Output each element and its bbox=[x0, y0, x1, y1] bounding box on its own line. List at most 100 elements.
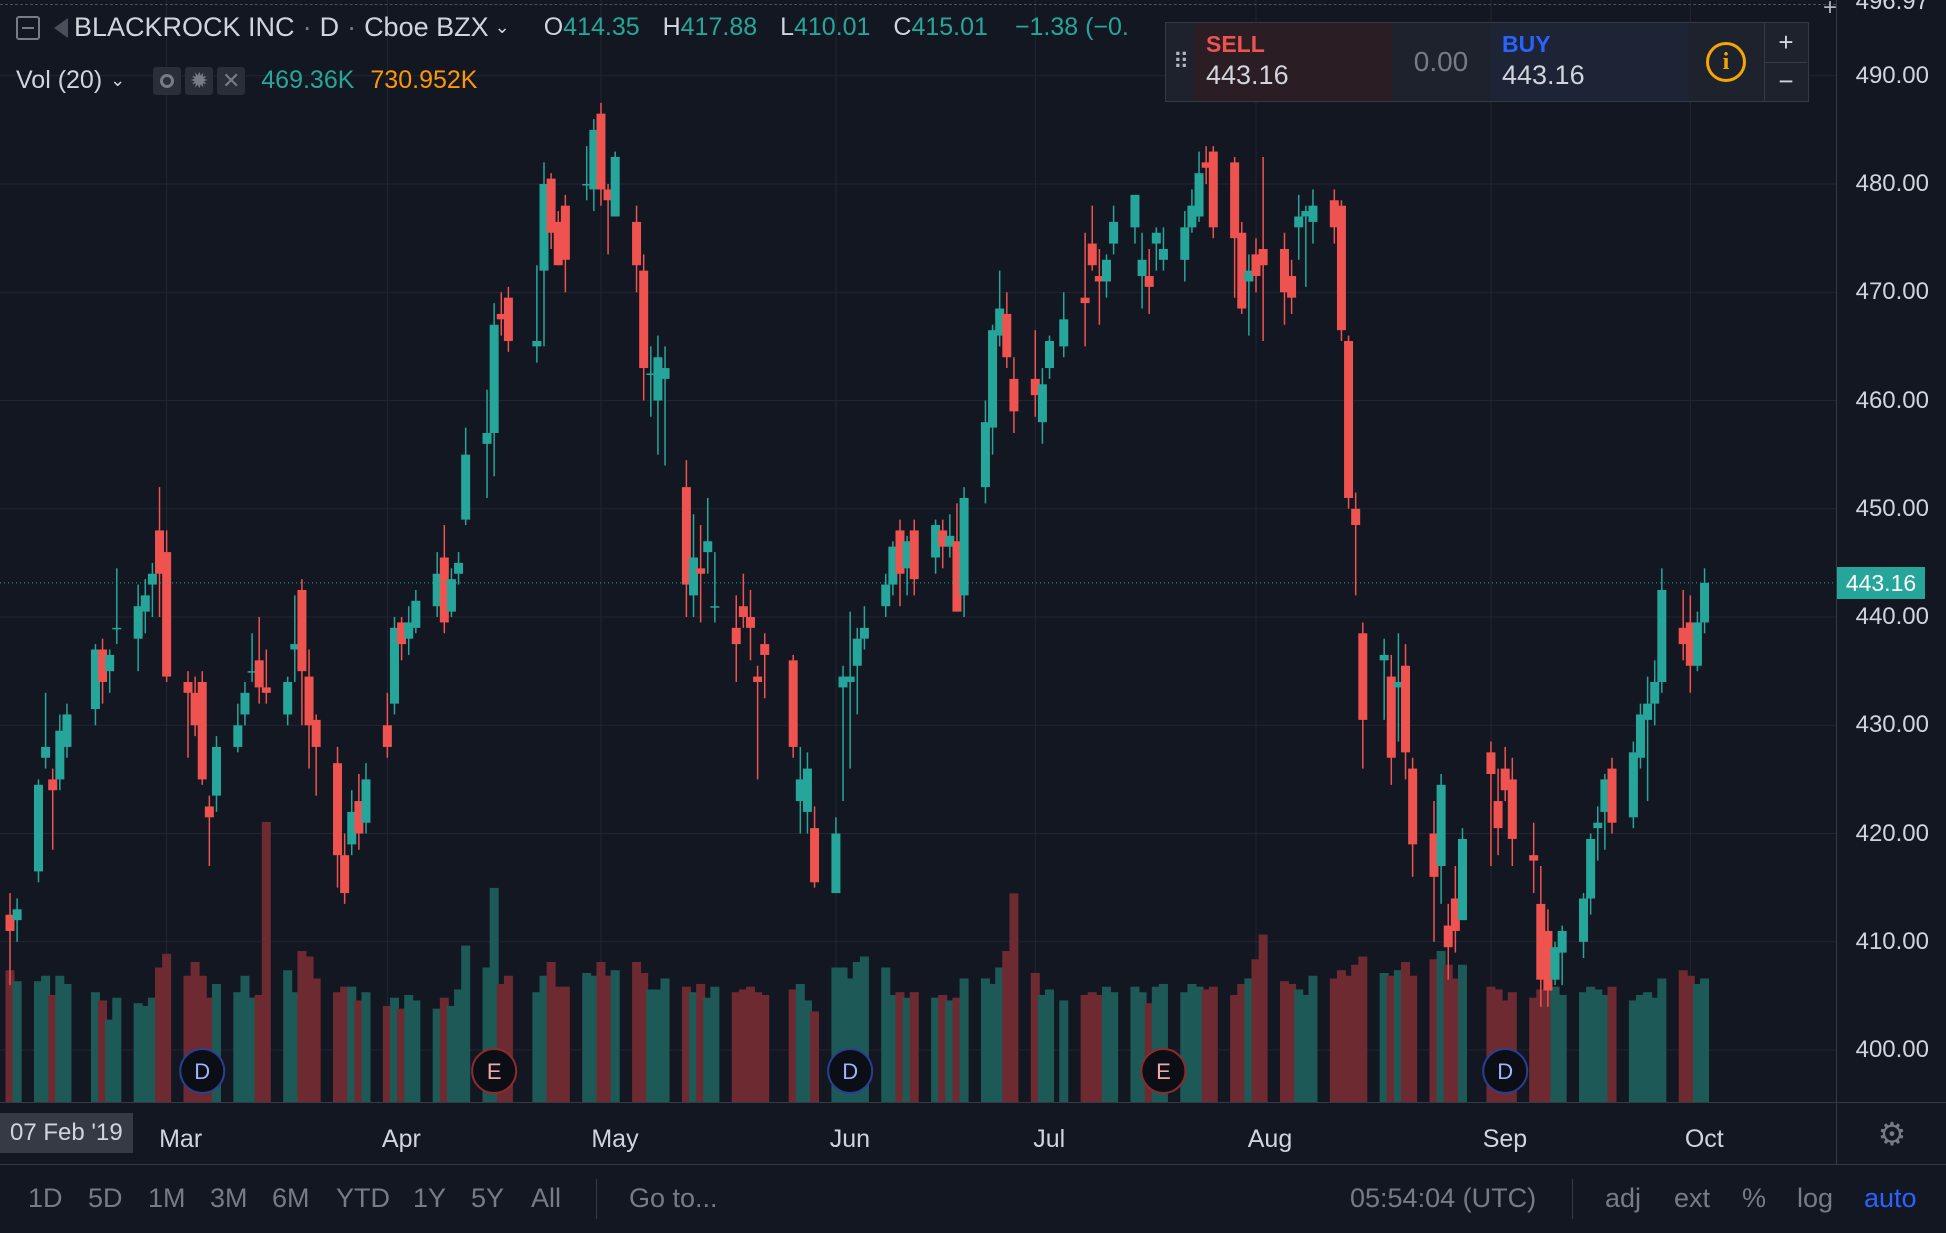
chevron-down-icon[interactable]: ⌄ bbox=[110, 70, 126, 90]
volume-bar bbox=[183, 975, 193, 1102]
volume-bar bbox=[1336, 970, 1346, 1102]
candle-body bbox=[931, 525, 941, 558]
price-tick-labels: 400.00 410.00 420.00 430.00 440.00 450.00 460.… bbox=[1837, 0, 1946, 1102]
quantity-plus-button[interactable]: + bbox=[1765, 23, 1807, 63]
close-icon[interactable]: ✕ bbox=[217, 66, 246, 95]
price-axis-top-label: 496.97 bbox=[1855, 0, 1929, 15]
volume-bar bbox=[1329, 978, 1339, 1102]
volume-bar bbox=[931, 997, 941, 1102]
volume-bar bbox=[496, 983, 506, 1102]
candle-body bbox=[105, 654, 115, 672]
range-button-1d[interactable]: 1D bbox=[28, 1183, 63, 1213]
range-button-6m[interactable]: 6M bbox=[272, 1183, 310, 1213]
low-key: L bbox=[780, 13, 794, 41]
sell-button[interactable]: SELL 443.16 bbox=[1194, 23, 1392, 101]
range-button-1y[interactable]: 1Y bbox=[413, 1183, 447, 1213]
candle-body bbox=[1187, 205, 1197, 228]
time-tick-label: Jul bbox=[1033, 1125, 1066, 1153]
volume-bar bbox=[461, 945, 471, 1102]
volume-bar bbox=[155, 967, 165, 1102]
goto-date-button[interactable]: Go to... bbox=[629, 1183, 718, 1213]
interval-separator: · bbox=[302, 12, 312, 42]
volume-bar bbox=[1628, 1000, 1638, 1102]
adj-toggle[interactable]: adj bbox=[1605, 1183, 1642, 1213]
volume-bar bbox=[1436, 951, 1446, 1102]
drag-handle-icon[interactable]: ⠿ bbox=[1172, 49, 1189, 74]
candle-body bbox=[1678, 627, 1688, 645]
candle-body bbox=[610, 156, 620, 217]
chevron-down-icon[interactable]: ⌄ bbox=[494, 17, 510, 37]
quantity-stepper: + − bbox=[1764, 23, 1807, 101]
price-axis-plus-icon[interactable]: + bbox=[1823, 0, 1838, 21]
percent-scale-toggle[interactable]: % bbox=[1742, 1183, 1767, 1213]
time-axis[interactable]: Mar Apr May Jun Jul Aug Sep Oct 07 Feb '19 bbox=[0, 1102, 1836, 1165]
symbol-name[interactable]: BLACKROCK INC bbox=[74, 12, 295, 42]
ext-toggle[interactable]: ext bbox=[1674, 1183, 1711, 1213]
range-button-1m[interactable]: 1M bbox=[148, 1183, 186, 1213]
range-button-ytd[interactable]: YTD bbox=[336, 1183, 390, 1213]
range-button-5y[interactable]: 5Y bbox=[471, 1183, 505, 1213]
volume-bar bbox=[1308, 975, 1318, 1102]
auto-scale-toggle[interactable]: auto bbox=[1864, 1183, 1917, 1213]
volume-bar bbox=[190, 962, 200, 1102]
quantity-minus-button[interactable]: − bbox=[1778, 66, 1794, 97]
gear-icon[interactable]: ✹ bbox=[185, 66, 214, 95]
collapse-legend-icon[interactable] bbox=[16, 15, 40, 40]
volume-bar bbox=[646, 989, 656, 1102]
candle-body bbox=[560, 205, 570, 260]
volume-bar bbox=[1486, 986, 1496, 1102]
volume-bar bbox=[632, 962, 642, 1102]
volume-bar bbox=[361, 992, 371, 1102]
volume-bar bbox=[938, 994, 948, 1102]
candle-body bbox=[1543, 930, 1553, 991]
toolbar-separator bbox=[596, 1179, 597, 1219]
eye-icon[interactable] bbox=[153, 66, 182, 95]
spread-value: 0.00 bbox=[1413, 46, 1469, 77]
utc-clock[interactable]: 05:54:04 (UTC) bbox=[1350, 1183, 1537, 1213]
buy-button[interactable]: BUY 443.16 bbox=[1490, 23, 1688, 101]
info-button[interactable]: i bbox=[1688, 23, 1764, 101]
volume-bar bbox=[1294, 989, 1304, 1102]
toolbar-separator bbox=[1572, 1179, 1573, 1219]
candle-body bbox=[1336, 205, 1346, 331]
volume-bar bbox=[1237, 983, 1247, 1102]
volume-study-label[interactable]: Vol (20) bbox=[16, 66, 103, 94]
candle-body bbox=[333, 763, 343, 856]
candle-body bbox=[1507, 779, 1517, 839]
price-axis[interactable]: 400.00 410.00 420.00 430.00 440.00 450.00 460.… bbox=[1823, 0, 1946, 1102]
interval-label[interactable]: D bbox=[319, 12, 340, 42]
chart-settings-button[interactable]: ⚙ bbox=[1836, 1102, 1946, 1165]
candle-body bbox=[995, 308, 1005, 336]
volume-bar bbox=[1194, 986, 1204, 1102]
volume-bar bbox=[660, 978, 670, 1102]
event-marker bbox=[1482, 1048, 1529, 1094]
event-marker-label: E bbox=[487, 1059, 502, 1084]
candle-body bbox=[838, 676, 848, 688]
candle-body bbox=[1557, 930, 1567, 953]
candle-body bbox=[183, 681, 193, 693]
candle-body bbox=[1607, 768, 1617, 823]
volume-bar bbox=[1344, 975, 1354, 1102]
candle-body bbox=[895, 530, 905, 574]
exchange-label[interactable]: Cboe BZX bbox=[364, 12, 489, 42]
volume-bar bbox=[62, 983, 72, 1102]
volume-bar bbox=[247, 997, 257, 1102]
volume-bar bbox=[610, 970, 620, 1102]
volume-bar bbox=[852, 962, 862, 1102]
candle-body bbox=[347, 811, 357, 845]
range-button-all[interactable]: All bbox=[531, 1183, 562, 1213]
volume-bar bbox=[397, 1008, 407, 1102]
range-button-3m[interactable]: 3M bbox=[210, 1183, 248, 1213]
candle-body bbox=[1137, 259, 1147, 277]
candle-body bbox=[831, 833, 841, 894]
open-value: 414.35 bbox=[563, 13, 640, 41]
volume-bar bbox=[482, 967, 492, 1102]
candle-body bbox=[1244, 270, 1254, 282]
time-tick-label: Apr bbox=[381, 1125, 421, 1153]
candlestick-chart[interactable]: D E D E D bbox=[0, 0, 1836, 1102]
range-button-5d[interactable]: 5D bbox=[88, 1183, 123, 1213]
volume-bar bbox=[1244, 978, 1254, 1102]
volume-bar bbox=[753, 992, 763, 1102]
log-scale-toggle[interactable]: log bbox=[1797, 1183, 1834, 1213]
